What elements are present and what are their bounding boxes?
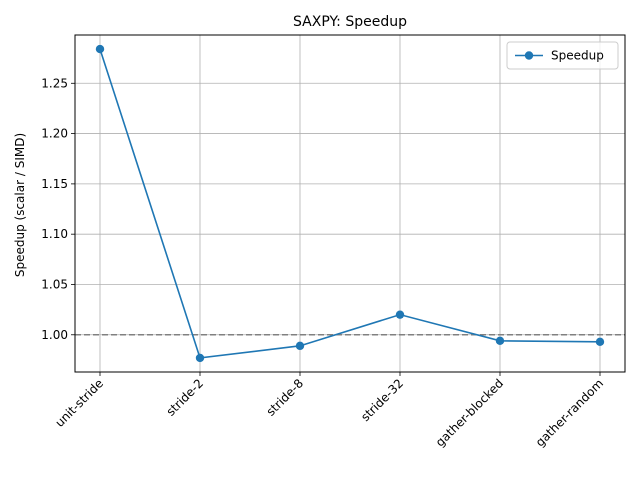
data-point (595, 337, 605, 347)
legend-box (506, 41, 619, 70)
legend-label: Speedup (551, 49, 604, 63)
y-tick-label: 1.05 (41, 277, 68, 291)
y-axis-label: Speedup (scalar / SIMD) (13, 133, 27, 277)
data-point (295, 341, 305, 351)
chart-title: SAXPY: Speedup (293, 14, 407, 30)
data-point (195, 353, 205, 363)
y-tick-label: 1.15 (41, 177, 68, 191)
series-line (99, 48, 601, 359)
legend-marker (524, 51, 534, 60)
y-tick-label: 1.10 (41, 227, 68, 241)
y-tick-label: 1.00 (41, 328, 68, 342)
y-tick-label: 1.20 (41, 127, 68, 141)
data-point (395, 310, 405, 319)
series-group (95, 44, 605, 363)
plot-frame (74, 34, 626, 373)
legend: Speedup (506, 41, 619, 70)
y-tick-label: 1.25 (41, 76, 68, 90)
data-point (95, 44, 105, 54)
data-point (495, 336, 505, 346)
